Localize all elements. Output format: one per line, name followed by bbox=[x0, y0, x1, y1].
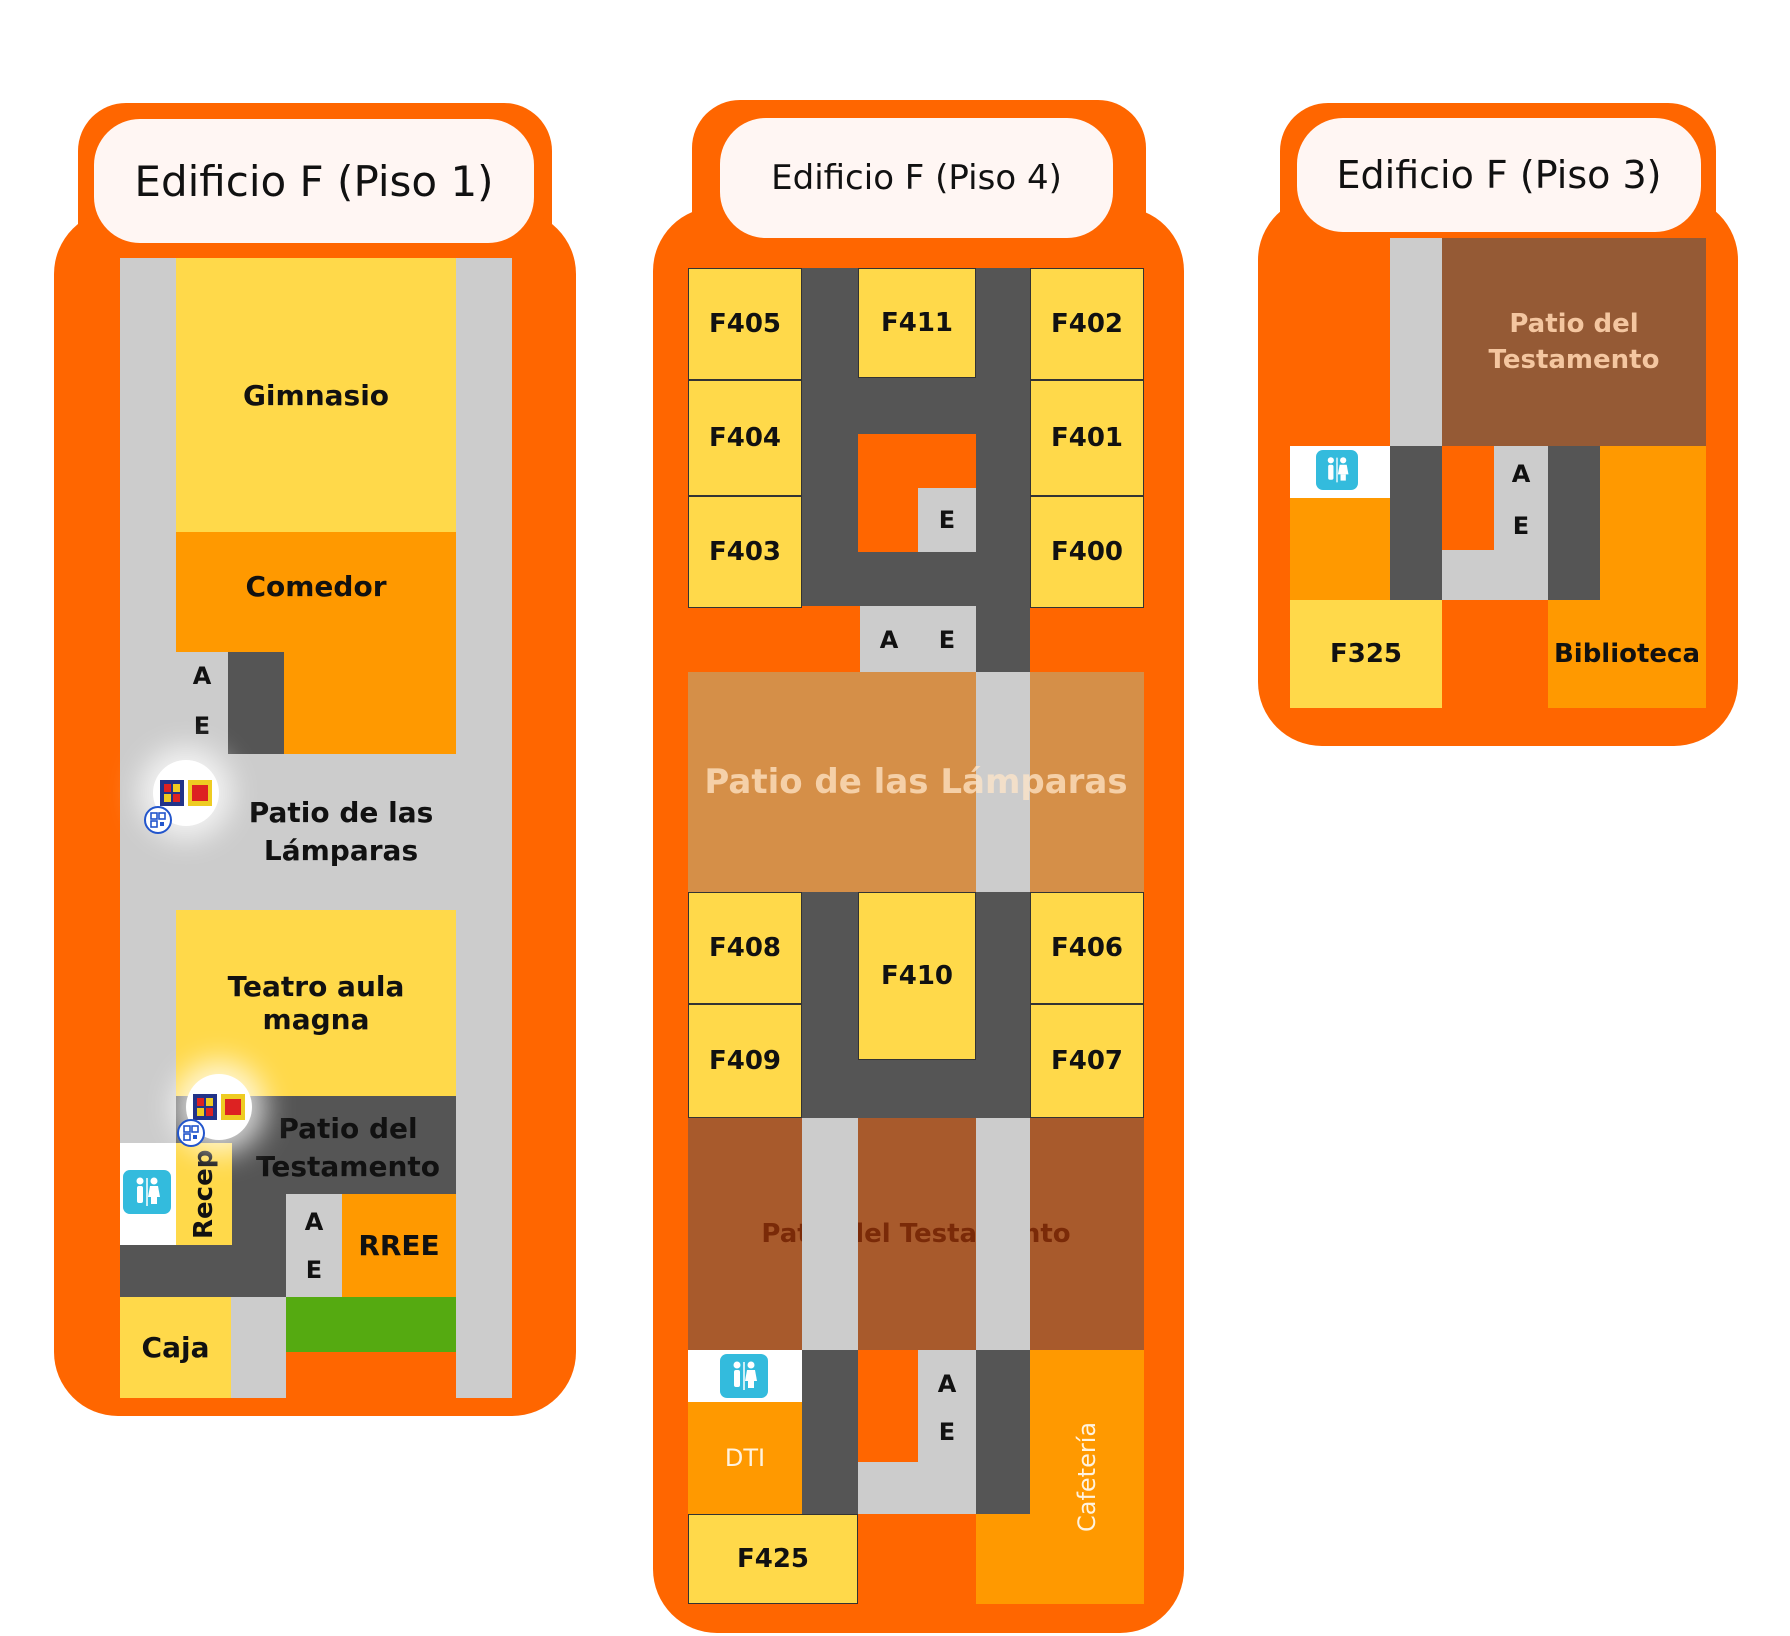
floor4-corridor-left bbox=[802, 1118, 858, 1350]
room-biblioteca[interactable]: Biblioteca bbox=[1548, 600, 1706, 708]
room-f402[interactable]: F402 bbox=[1030, 268, 1144, 380]
elevator-e-label: E bbox=[938, 506, 956, 534]
floor4-title: Edificio F (Piso 4) bbox=[720, 118, 1113, 238]
floor1-left-corridor bbox=[120, 258, 176, 1143]
elevator-a-label: A bbox=[192, 662, 212, 690]
room-f425[interactable]: F425 bbox=[688, 1514, 858, 1604]
room-f408[interactable]: F408 bbox=[688, 892, 802, 1004]
floor4-elevator-mid[interactable] bbox=[860, 606, 976, 672]
floor3-title: Edificio F (Piso 3) bbox=[1297, 118, 1701, 232]
floor3-dark-corridor-right bbox=[1548, 446, 1600, 600]
floor1-right-corridor bbox=[456, 258, 512, 1398]
elevator-a-label: A bbox=[937, 1370, 957, 1398]
floor1-dark-corridor-upper bbox=[228, 652, 284, 754]
room-cafeteria[interactable]: Cafetería bbox=[1030, 1350, 1144, 1604]
room-f409[interactable]: F409 bbox=[688, 1004, 802, 1118]
floor4-patio-lamparas-area bbox=[688, 672, 1144, 892]
qr-code-icon[interactable] bbox=[177, 1119, 205, 1147]
room-f410[interactable]: F410 bbox=[858, 892, 976, 1060]
room-f404[interactable]: F404 bbox=[688, 380, 802, 496]
room-f406[interactable]: F406 bbox=[1030, 892, 1144, 1004]
floor3-dark-corridor-left bbox=[1390, 446, 1442, 600]
qr-code-icon[interactable] bbox=[144, 806, 172, 834]
floor1-elevator-lower[interactable] bbox=[286, 1194, 342, 1297]
restroom-icon[interactable] bbox=[1316, 450, 1358, 490]
floor4-elevator-top[interactable] bbox=[918, 488, 976, 552]
elevator-e-label: E bbox=[193, 712, 211, 740]
floor1-corridor-bottom bbox=[231, 1297, 286, 1398]
floor4-corridor-bottom bbox=[858, 1462, 976, 1514]
room-patio-testamento[interactable]: Patio del Testamento bbox=[240, 1096, 456, 1194]
room-f411[interactable]: F411 bbox=[858, 268, 976, 378]
room-patio-testamento[interactable]: Patio del Testamento bbox=[761, 1219, 1071, 1249]
room-gimnasio[interactable]: Gimnasio bbox=[176, 258, 456, 532]
floor4-elevator-bottom[interactable] bbox=[918, 1350, 976, 1462]
room-patio-testamento[interactable]: Patio del Testamento bbox=[1442, 238, 1706, 446]
room-patio-lamparas[interactable]: Patio de las Lámparas bbox=[704, 762, 1128, 802]
elevator-a-label: A bbox=[879, 626, 899, 654]
floor3-corridor-bottom bbox=[1442, 550, 1548, 600]
elevator-e-label: E bbox=[1512, 512, 1530, 540]
room-patio-lamparas[interactable]: Patio de las Lámparas bbox=[176, 754, 456, 910]
room-f401[interactable]: F401 bbox=[1030, 380, 1144, 496]
floor3-elevator[interactable] bbox=[1494, 446, 1548, 550]
floor1-green-area bbox=[286, 1297, 456, 1352]
floor4-dark-corridor-bottom-right bbox=[976, 1350, 1030, 1514]
room-f405[interactable]: F405 bbox=[688, 268, 802, 380]
room-dti[interactable]: DTI bbox=[688, 1402, 802, 1514]
room-f325[interactable]: F325 bbox=[1290, 600, 1442, 708]
room-f407[interactable]: F407 bbox=[1030, 1004, 1144, 1118]
room-f400[interactable]: F400 bbox=[1030, 496, 1144, 608]
room-rree[interactable]: RREE bbox=[342, 1194, 456, 1297]
room-recep[interactable]: Recep bbox=[176, 1143, 232, 1245]
elevator-e-label: E bbox=[938, 1418, 956, 1446]
floor3-orange-room bbox=[1290, 498, 1390, 600]
elevator-a-label: A bbox=[304, 1208, 324, 1236]
restroom-icon[interactable] bbox=[720, 1354, 768, 1398]
floor4-dark-corridor-bottom-left bbox=[802, 1350, 858, 1514]
room-f403[interactable]: F403 bbox=[688, 496, 802, 608]
floor3-corridor-top bbox=[1390, 238, 1442, 446]
elevator-a-label: A bbox=[1511, 460, 1531, 488]
floor4-corridor-vertical bbox=[976, 672, 1030, 892]
elevator-e-label: E bbox=[938, 626, 956, 654]
university-logo-icon bbox=[153, 760, 219, 826]
floor4-patio-testamento-area bbox=[688, 1118, 1144, 1350]
floor3-orange-area bbox=[1600, 446, 1706, 600]
floor1-title: Edificio F (Piso 1) bbox=[94, 119, 534, 243]
elevator-e-label: E bbox=[305, 1256, 323, 1284]
floor1-elevator-upper[interactable] bbox=[176, 652, 228, 754]
university-logo-icon bbox=[186, 1074, 252, 1140]
floor4-dark-connector bbox=[976, 606, 1030, 672]
floor4-corridor-right bbox=[976, 1118, 1030, 1350]
room-caja[interactable]: Caja bbox=[120, 1297, 231, 1398]
restroom-icon[interactable] bbox=[123, 1170, 171, 1214]
room-teatro[interactable]: Teatro aula magna bbox=[176, 910, 456, 1096]
